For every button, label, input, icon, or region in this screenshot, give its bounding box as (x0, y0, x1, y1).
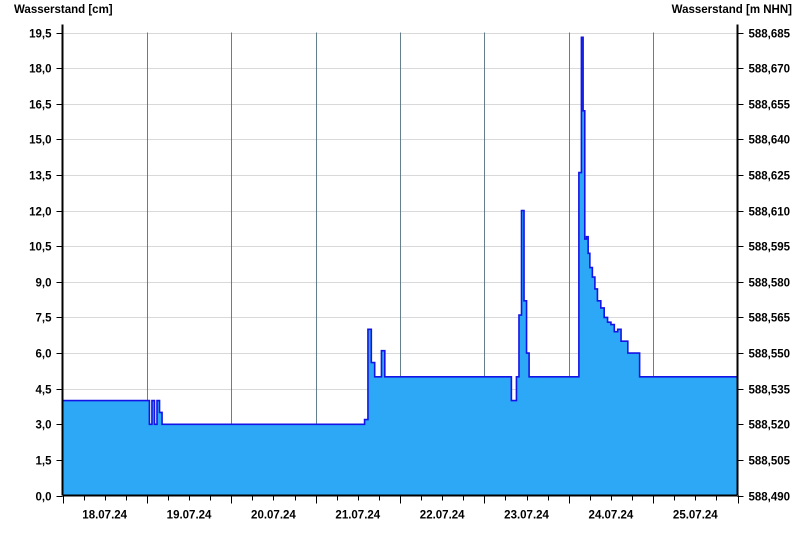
left-axis-title: Wasserstand [cm] (14, 4, 113, 16)
y-tick-label: 3,0 (36, 420, 52, 432)
y2-tick-label: 588,625 (749, 171, 791, 183)
y2-tick-label: 588,535 (749, 385, 791, 397)
y2-tick-label: 588,670 (749, 64, 791, 76)
y2-tick-label: 588,550 (749, 349, 791, 361)
y2-tick-label: 588,505 (749, 456, 791, 468)
x-axis-labels: 18.07.24 19.07.24 20.07.24 21.07.24 22.07.24… (82, 510, 718, 522)
water-level-series (62, 36, 739, 496)
right-axis-title: Wasserstand [m NHN] (671, 4, 792, 16)
y-tick-label: 9,0 (36, 278, 52, 290)
y-tick-label: 15,0 (29, 135, 51, 147)
y-tick-label: 12,0 (29, 207, 51, 219)
y-tick-label: 6,0 (36, 349, 52, 361)
tick-marks (56, 32, 744, 504)
x-tick-label: 20.07.24 (251, 510, 296, 522)
y-tick-label: 0,0 (36, 492, 52, 504)
y-tick-label: 4,5 (36, 385, 53, 397)
y2-tick-label: 588,640 (749, 135, 791, 147)
y2-tick-label: 588,520 (749, 420, 791, 432)
y2-tick-label: 588,685 (749, 29, 791, 41)
x-tick-label: 19.07.24 (167, 510, 212, 522)
x-tick-label: 18.07.24 (82, 510, 127, 522)
y2-tick-label: 588,610 (749, 207, 791, 219)
right-axis-labels: 588,490 588,505 588,520 588,535 588,550 588,5… (749, 29, 791, 504)
x-tick-label: 24.07.24 (589, 510, 634, 522)
y2-tick-label: 588,580 (749, 278, 791, 290)
y2-tick-label: 588,655 (749, 100, 791, 112)
y-tick-label: 16,5 (29, 100, 52, 112)
x-tick-label: 21.07.24 (335, 510, 380, 522)
y2-tick-label: 588,490 (749, 492, 791, 504)
y2-tick-label: 588,595 (749, 242, 791, 254)
y-tick-label: 18,0 (29, 64, 51, 76)
y-tick-label: 10,5 (29, 242, 52, 254)
x-tick-label: 25.07.24 (673, 510, 718, 522)
y-tick-label: 1,5 (36, 456, 53, 468)
x-tick-label: 22.07.24 (420, 510, 465, 522)
x-tick-label: 23.07.24 (504, 510, 549, 522)
left-axis-labels: 0,0 1,5 3,0 4,5 6,0 7,5 9,0 10,5 12,0 13,5 15,0 16,… (29, 29, 52, 504)
y-tick-label: 13,5 (29, 171, 52, 183)
y-tick-label: 19,5 (29, 29, 52, 41)
y2-tick-label: 588,565 (749, 313, 791, 325)
y-tick-label: 7,5 (36, 313, 53, 325)
